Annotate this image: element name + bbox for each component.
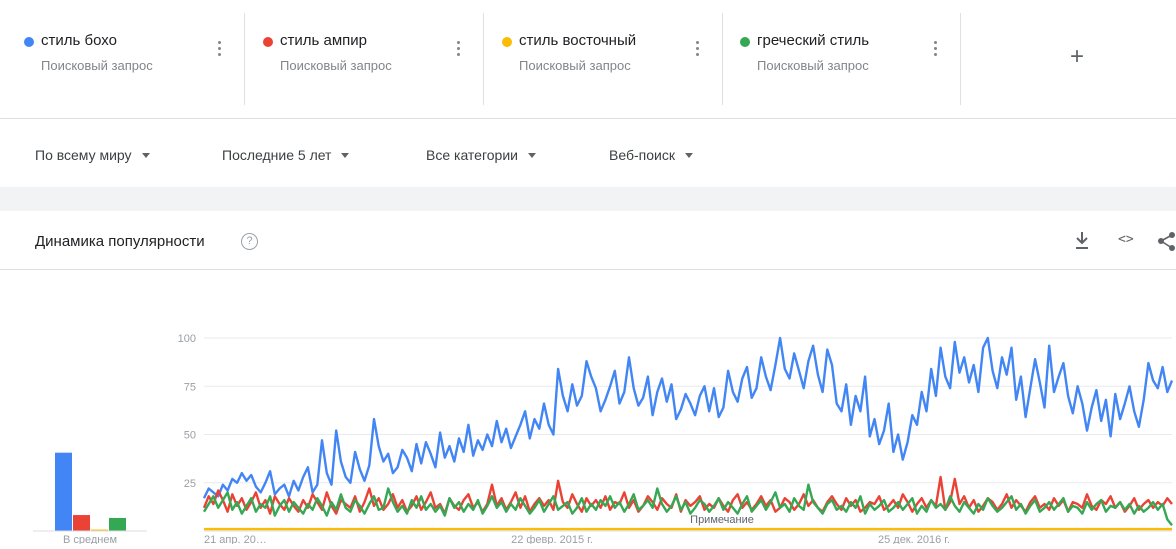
add-icon[interactable]: + — [1070, 43, 1085, 70]
term-subtitle: Поисковый запрос — [280, 58, 392, 73]
section-divider — [0, 187, 1176, 211]
term-name: стиль бохо — [41, 32, 117, 49]
filters-bar: По всему миру Последние 5 лет Все катего… — [0, 118, 1176, 187]
download-icon[interactable] — [1074, 230, 1090, 252]
search-type-filter[interactable]: Веб-поиск — [609, 147, 693, 163]
average-bar — [91, 529, 108, 531]
y-tick-label: 100 — [178, 333, 196, 345]
series-line — [202, 475, 1173, 515]
interest-over-time-header: Динамика популярности ? <> — [0, 212, 1176, 270]
category-filter[interactable]: Все категории — [426, 147, 536, 163]
more-vert-icon[interactable] — [696, 41, 700, 59]
term-name: стиль восточный — [519, 32, 637, 49]
average-bar — [109, 517, 126, 531]
term-name: греческий стиль — [757, 32, 870, 49]
add-term-button[interactable]: + — [960, 13, 1176, 105]
term-subtitle: Поисковый запрос — [41, 58, 153, 73]
term-name: стиль ампир — [280, 32, 367, 49]
annotation-label: Примечание — [690, 514, 754, 526]
share-icon[interactable] — [1156, 230, 1176, 252]
y-tick-label: 75 — [184, 381, 196, 393]
series-color-dot — [263, 37, 273, 47]
region-filter[interactable]: По всему миру — [35, 147, 150, 163]
x-tick-label: 21 апр. 20… — [204, 534, 267, 544]
average-bar — [73, 515, 90, 531]
more-vert-icon[interactable] — [934, 41, 938, 59]
x-tick-label: 22 февр. 2015 г. — [511, 534, 593, 544]
term-subtitle: Поисковый запрос — [757, 58, 869, 73]
y-tick-label: 25 — [184, 478, 196, 490]
chart-svg: 25 50 75 100 В среднем Примечание 21 апр. 20… 2… — [33, 333, 1174, 546]
embed-icon[interactable]: <> — [1118, 232, 1134, 247]
series-line — [202, 483, 1173, 526]
dropdown-caret-icon — [141, 153, 150, 158]
term-card-3[interactable]: стиль восточный Поисковый запрос — [484, 13, 723, 105]
category-filter-label: Все категории — [426, 147, 518, 163]
term-subtitle: Поисковый запрос — [519, 58, 631, 73]
period-filter-label: Последние 5 лет — [222, 147, 332, 163]
series-color-dot — [502, 37, 512, 47]
term-comparison-bar: стиль бохо Поисковый запрос стиль ампир … — [0, 0, 1176, 118]
x-tick-label: 25 дек. 2016 г. — [878, 534, 950, 544]
term-card-4[interactable]: греческий стиль Поисковый запрос — [722, 13, 961, 105]
help-icon[interactable]: ? — [241, 233, 258, 250]
average-label: В среднем — [63, 534, 117, 544]
dropdown-caret-icon — [341, 153, 350, 158]
series-line — [202, 336, 1174, 499]
more-vert-icon[interactable] — [218, 41, 222, 59]
dropdown-caret-icon — [527, 153, 536, 158]
term-card-1[interactable]: стиль бохо Поисковый запрос — [6, 13, 245, 105]
term-card-2[interactable]: стиль ампир Поисковый запрос — [245, 13, 484, 105]
y-tick-label: 50 — [184, 430, 196, 442]
series-color-dot — [24, 37, 34, 47]
interest-over-time-chart: 25 50 75 100 В среднем Примечание 21 апр. 20… 2… — [0, 270, 1176, 546]
period-filter[interactable]: Последние 5 лет — [222, 147, 350, 163]
card-title: Динамика популярности — [35, 233, 205, 250]
search-type-filter-label: Веб-поиск — [609, 147, 675, 163]
dropdown-caret-icon — [684, 153, 693, 158]
average-bar — [55, 452, 72, 531]
more-vert-icon[interactable] — [457, 41, 461, 59]
series-color-dot — [740, 37, 750, 47]
region-filter-label: По всему миру — [35, 147, 132, 163]
